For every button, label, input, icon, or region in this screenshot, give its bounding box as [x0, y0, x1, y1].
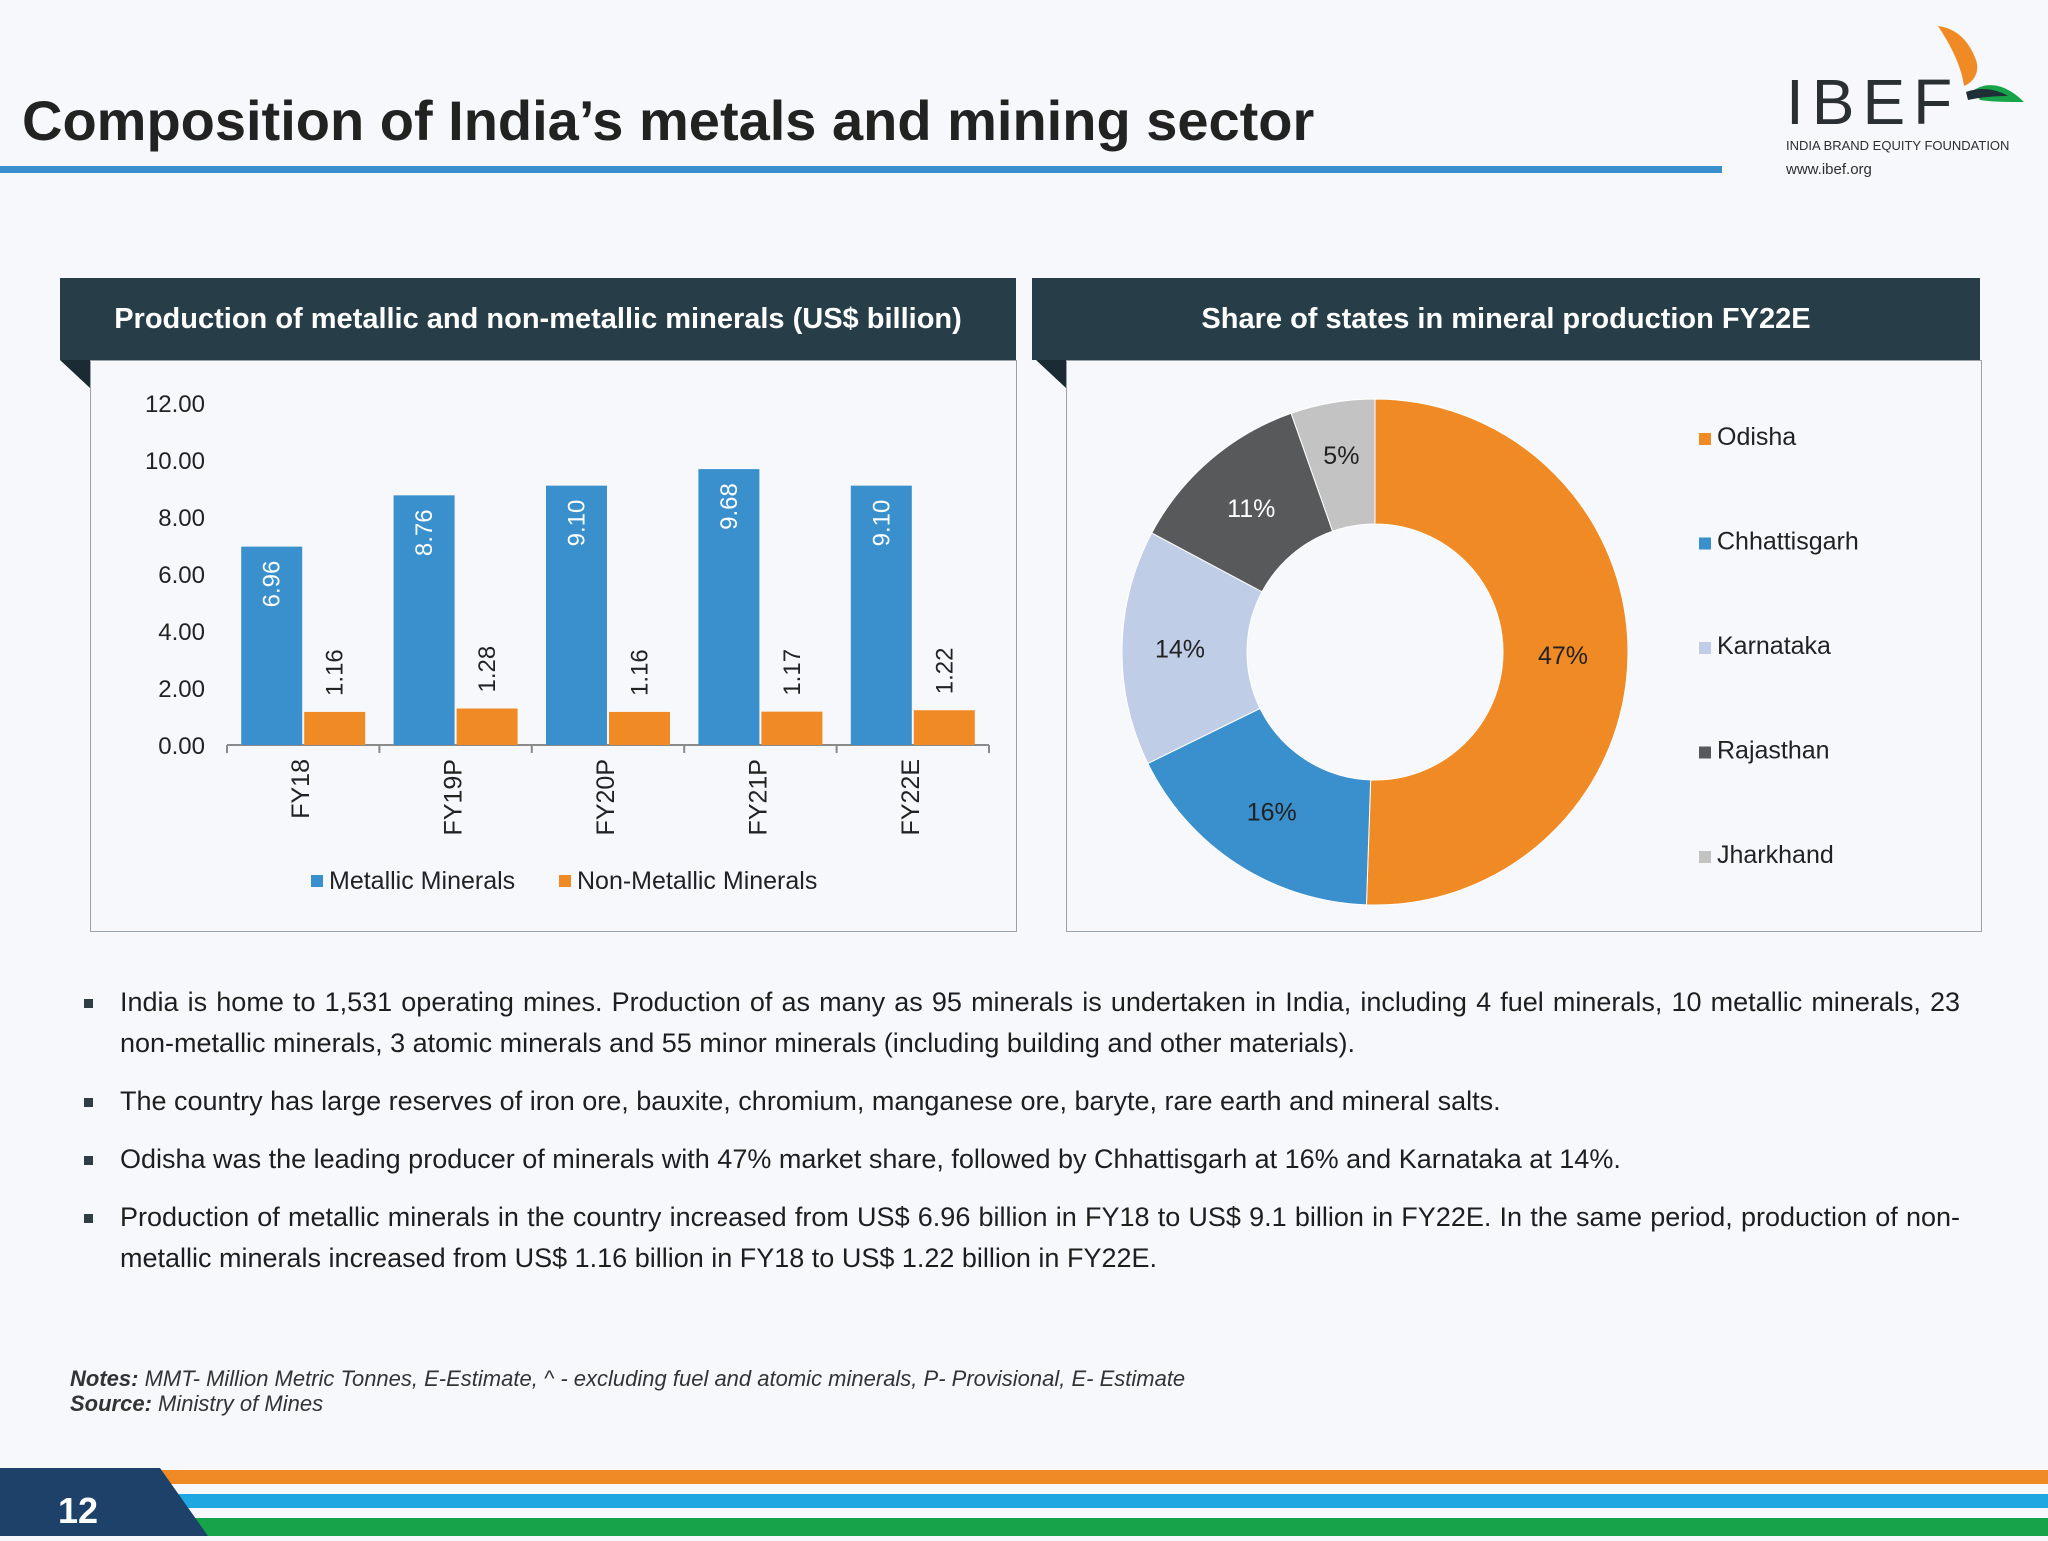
- legend-label: Odisha: [1717, 423, 1796, 451]
- x-tick-label: FY20P: [592, 759, 620, 835]
- legend-label: Non-Metallic Minerals: [577, 867, 817, 895]
- non-metallic-data-label: 1.17: [779, 649, 806, 696]
- y-tick-label: 8.00: [158, 505, 205, 532]
- non-metallic-bar: [456, 708, 518, 745]
- slice-karnataka: [1121, 532, 1263, 765]
- logo-url: www.ibef.org: [1786, 161, 1872, 178]
- legend-swatch: [1699, 433, 1711, 445]
- states-share-donut-chart: 47% 16% 14% 11% 5% Odisha Chhattisgarh Karnatak…: [1121, 398, 1859, 906]
- non-metallic-bar: [761, 711, 823, 745]
- footer-stripe-orange: [160, 1470, 2048, 1484]
- list-item: India is home to 1,531 operating mines. …: [80, 982, 1960, 1064]
- slice-data-label: 5%: [1323, 442, 1359, 470]
- legend-label: Karnataka: [1717, 632, 1831, 660]
- y-tick-label: 4.00: [158, 619, 205, 646]
- list-item: Odisha was the leading producer of miner…: [80, 1139, 1960, 1180]
- title-underline: [0, 166, 1722, 173]
- non-metallic-data-label: 1.28: [474, 646, 501, 693]
- list-item: The country has large reserves of iron o…: [80, 1081, 1960, 1122]
- legend-label: Jharkhand: [1717, 841, 1834, 869]
- legend-swatch: [1699, 851, 1711, 863]
- legend-label: Metallic Minerals: [329, 867, 515, 895]
- logo-flame-orange: [1938, 26, 1978, 86]
- production-chart-header: Production of metallic and non-metallic …: [60, 278, 1016, 360]
- production-bar-chart: 0.00 2.00 4.00 6.00 8.00 10.00 12.00 FY18 6.96 1.…: [145, 391, 990, 895]
- logo-name: IBEF: [1786, 66, 1960, 138]
- logo-flame-dark: [1966, 89, 2008, 100]
- states-share-panel: 47% 16% 14% 11% 5% Odisha Chhattisgarh Karnatak…: [1066, 360, 1982, 932]
- legend-swatch: [311, 875, 323, 887]
- source-line: Source: Ministry of Mines: [70, 1391, 324, 1416]
- key-points-list: India is home to 1,531 operating mines. …: [80, 982, 1960, 1296]
- y-tick-label: 2.00: [158, 676, 205, 703]
- production-chart-title: Production of metallic and non-metallic …: [114, 303, 962, 335]
- non-metallic-bar: [304, 711, 366, 745]
- metallic-data-label: 9.68: [716, 483, 743, 530]
- notes-and-source: Notes: MMT- Million Metric Tonnes, E-Est…: [70, 1366, 1185, 1416]
- bullet-square-icon: [84, 999, 93, 1008]
- y-tick-label: 10.00: [145, 448, 205, 475]
- bullet-square-icon: [84, 1098, 93, 1107]
- footer-stripe-green: [160, 1518, 2048, 1536]
- page-number-badge: [0, 1468, 208, 1536]
- metallic-data-label: 9.10: [564, 500, 591, 547]
- legend-swatch: [1699, 642, 1711, 654]
- metallic-bar: [546, 485, 607, 745]
- y-tick-label: 6.00: [158, 562, 205, 589]
- slice-data-label: 11%: [1227, 495, 1275, 523]
- non-metallic-bar: [913, 710, 975, 745]
- metallic-data-label: 9.10: [868, 500, 895, 547]
- footer-stripe-blue: [160, 1494, 2048, 1508]
- non-metallic-bar: [609, 711, 670, 745]
- non-metallic-data-label: 1.16: [322, 649, 349, 696]
- x-tick-label: FY21P: [744, 759, 772, 835]
- logo-tagline: INDIA BRAND EQUITY FOUNDATION: [1786, 138, 2009, 153]
- legend-label: Rajasthan: [1717, 737, 1830, 765]
- y-tick-label: 12.00: [145, 391, 205, 418]
- legend-label: Chhattisgarh: [1717, 528, 1859, 556]
- metallic-bar: [850, 485, 912, 745]
- legend-swatch: [559, 875, 571, 887]
- metallic-bar: [393, 495, 455, 745]
- metallic-bar: [698, 469, 760, 745]
- bullet-square-icon: [84, 1156, 93, 1165]
- y-tick-label: 0.00: [158, 733, 205, 760]
- header-fold-right: [1036, 360, 1066, 388]
- production-chart-panel: 0.00 2.00 4.00 6.00 8.00 10.00 12.00 FY18 6.96 1.…: [90, 360, 1017, 932]
- non-metallic-data-label: 1.16: [627, 649, 654, 696]
- legend-swatch: [1699, 537, 1711, 550]
- x-tick-label: FY22E: [897, 759, 925, 835]
- slice-odisha: [1365, 398, 1629, 906]
- non-metallic-data-label: 1.22: [931, 648, 958, 695]
- bullet-square-icon: [84, 1214, 93, 1223]
- states-share-title: Share of states in mineral production FY…: [1201, 303, 1811, 335]
- notes-line: Notes: MMT- Million Metric Tonnes, E-Est…: [70, 1366, 1186, 1391]
- slice-data-label: 47%: [1538, 642, 1588, 670]
- slice-data-label: 14%: [1155, 636, 1205, 664]
- ibef-logo: IBEF INDIA BRAND EQUITY FOUNDATION www.i…: [1785, 20, 2048, 185]
- header-fold-left: [60, 360, 90, 388]
- metallic-data-label: 6.96: [259, 561, 286, 608]
- slice-jharkhand: [1290, 398, 1376, 532]
- x-tick-label: FY19P: [440, 759, 468, 835]
- footer-bar: 12: [0, 1468, 2048, 1536]
- page-number: 12: [58, 1490, 98, 1531]
- metallic-data-label: 8.76: [411, 509, 438, 556]
- slice-chhattisgarh: [1147, 707, 1372, 906]
- page-title: Composition of India’s metals and mining…: [22, 89, 1315, 152]
- slice-data-label: 16%: [1247, 799, 1297, 827]
- legend-swatch: [1699, 746, 1711, 759]
- list-item: Production of metallic minerals in the c…: [80, 1197, 1960, 1279]
- x-tick-label: FY18: [287, 759, 315, 819]
- metallic-bar: [241, 546, 303, 745]
- states-share-header: Share of states in mineral production FY…: [1032, 278, 1980, 360]
